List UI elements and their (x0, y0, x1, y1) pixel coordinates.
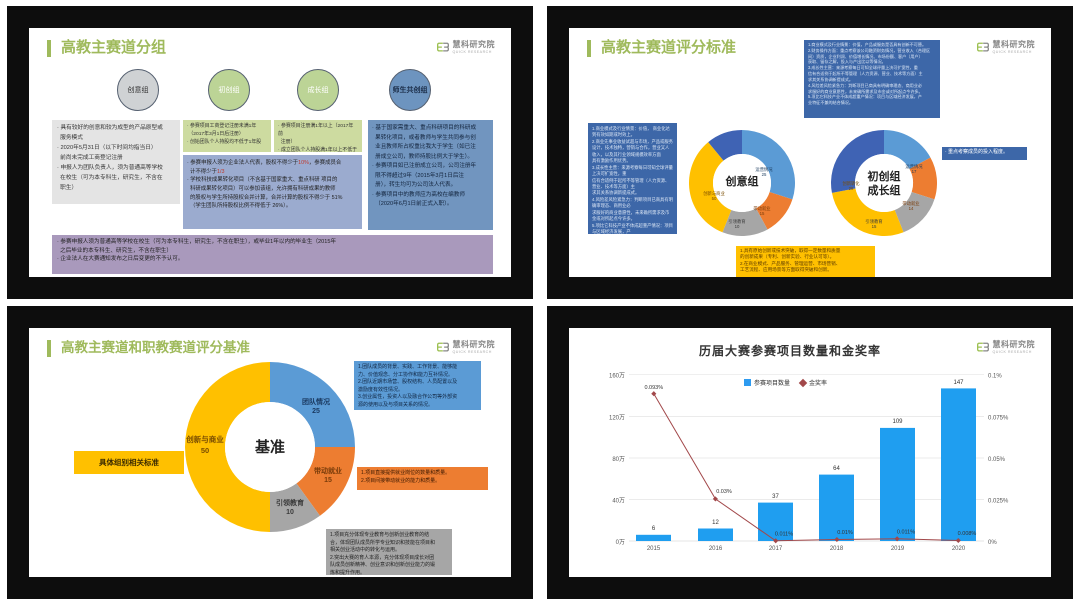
svg-text:0.01%: 0.01% (837, 530, 853, 536)
svg-text:15: 15 (324, 477, 332, 484)
svg-text:0.03%: 0.03% (716, 489, 732, 495)
svg-text:10: 10 (735, 224, 740, 229)
svg-text:17: 17 (912, 169, 917, 174)
svg-text:0.008%: 0.008% (958, 531, 977, 537)
svg-text:25: 25 (312, 408, 320, 415)
svg-text:147: 147 (953, 380, 964, 386)
svg-text:2020: 2020 (952, 546, 966, 552)
svg-text:0万: 0万 (616, 539, 625, 546)
svg-text:初创组: 初创组 (868, 169, 901, 183)
svg-text:带动就业: 带动就业 (314, 466, 342, 475)
svg-text:50: 50 (712, 196, 717, 201)
svg-text:10: 10 (286, 509, 294, 516)
svg-text:120万: 120万 (609, 415, 625, 422)
svg-text:0.011%: 0.011% (775, 532, 793, 538)
svg-text:0%: 0% (988, 540, 997, 546)
svg-text:2017: 2017 (769, 546, 783, 552)
svg-text:基准: 基准 (254, 438, 285, 456)
svg-text:2015: 2015 (647, 546, 661, 552)
svg-text:引领教育: 引领教育 (276, 498, 304, 507)
svg-text:成长组: 成长组 (868, 183, 901, 197)
svg-text:160万: 160万 (609, 372, 625, 379)
svg-text:25: 25 (762, 172, 767, 177)
svg-text:15: 15 (760, 211, 765, 216)
svg-text:0.05%: 0.05% (988, 457, 1006, 463)
svg-text:64: 64 (833, 466, 840, 472)
svg-text:0.093%: 0.093% (644, 385, 663, 391)
svg-text:2016: 2016 (709, 546, 723, 552)
svg-text:80万: 80万 (612, 456, 625, 463)
svg-text:37: 37 (772, 494, 779, 500)
svg-text:50: 50 (201, 446, 209, 455)
svg-text:团队情况: 团队情况 (302, 397, 330, 406)
svg-text:12: 12 (712, 520, 719, 526)
svg-text:0.011%: 0.011% (897, 530, 915, 536)
svg-text:40万: 40万 (612, 498, 625, 505)
svg-text:6: 6 (652, 526, 656, 532)
svg-text:15: 15 (872, 224, 877, 229)
svg-text:2019: 2019 (891, 546, 905, 552)
svg-text:0.025%: 0.025% (988, 499, 1009, 505)
svg-text:创意组: 创意组 (725, 174, 759, 188)
svg-text:0.1%: 0.1% (988, 373, 1002, 379)
svg-text:14: 14 (909, 206, 914, 211)
svg-text:28: 28 (849, 186, 854, 191)
svg-text:109: 109 (892, 419, 903, 425)
svg-text:创新与商业: 创新与商业 (185, 434, 224, 444)
svg-text:0.075%: 0.075% (988, 416, 1009, 422)
svg-text:2018: 2018 (830, 546, 844, 552)
